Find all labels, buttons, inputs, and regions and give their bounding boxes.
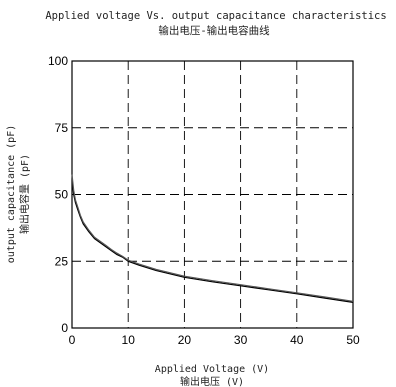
series-group — [71, 174, 354, 303]
x-tick-label: 30 — [234, 333, 248, 347]
y-tick-labels: 0 25 50 75 100 — [48, 54, 68, 335]
x-tick-label: 10 — [122, 333, 136, 347]
x-tick-labels: 0 10 20 30 40 50 — [69, 333, 360, 347]
x-axis-label: Applied Voltage (V) — [155, 364, 269, 375]
grid — [72, 61, 353, 328]
chart-subtitle: 输出电压-输出电容曲线 — [158, 24, 270, 37]
y-tick-label: 0 — [61, 321, 68, 335]
chart-title: Applied voltage Vs. output capacitance c… — [45, 10, 386, 22]
x-tick-label: 20 — [178, 333, 192, 347]
y-axis-label-cn: 输出电容量 (pF) — [18, 154, 31, 234]
y-axis-label: output capacitance (pF) — [6, 125, 17, 263]
x-tick-label: 40 — [290, 333, 304, 347]
x-tick-label: 0 — [69, 333, 76, 347]
plot-frame — [71, 60, 354, 329]
x-axis-label-cn: 输出电压 (V) — [180, 375, 244, 387]
y-tick-label: 25 — [55, 254, 69, 268]
y-tick-label: 100 — [48, 54, 68, 68]
y-tick-label: 50 — [55, 188, 69, 202]
series-line-2 — [71, 174, 354, 302]
x-tick-label: 50 — [346, 333, 360, 347]
series-line-1 — [71, 178, 354, 303]
y-tick-label: 75 — [55, 121, 69, 135]
